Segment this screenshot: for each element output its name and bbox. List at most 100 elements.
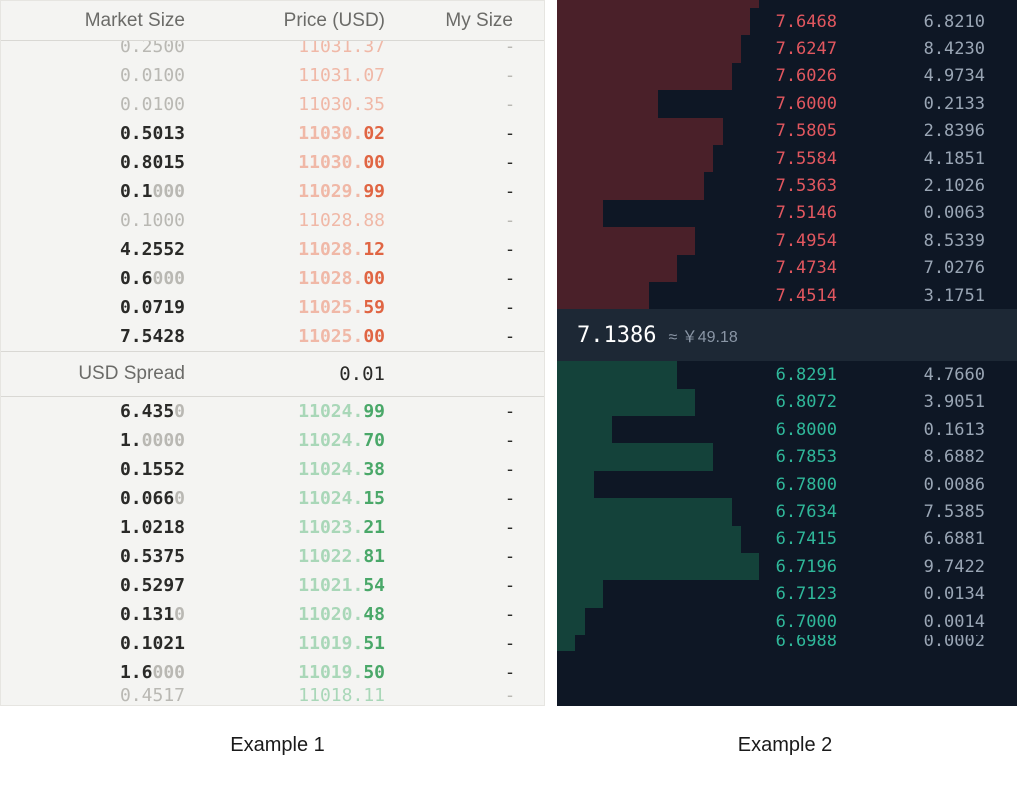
bid-row[interactable]: 1.600011019.50- — [1, 658, 544, 687]
price-cell: 6.8000 — [557, 420, 847, 440]
price-cell: 11030.35 — [201, 94, 401, 115]
ask-row[interactable]: 0.071911025.59- — [1, 293, 544, 322]
price-cell: 11024.15 — [201, 488, 401, 509]
ask-row[interactable]: 0.010011031.07- — [1, 61, 544, 90]
my-size-cell: - — [401, 94, 541, 115]
price-cell: 7.4734 — [557, 258, 847, 278]
ask-row[interactable]: 0.501311030.02- — [1, 119, 544, 148]
bid-row[interactable]: 6.78538.6882 — [557, 443, 1017, 470]
ask-row[interactable]: 4.255211028.12- — [1, 235, 544, 264]
bids-section-dark: 6.82914.76606.80723.90516.80000.16136.78… — [557, 361, 1017, 651]
bid-row[interactable]: 1.021811023.21- — [1, 513, 544, 542]
ask-row[interactable]: 7.66897.8240 — [557, 0, 1017, 8]
bid-row[interactable]: 0.102111019.51- — [1, 629, 544, 658]
my-size-cell: - — [401, 575, 541, 596]
bid-row[interactable]: 6.71230.0134 — [557, 580, 1017, 607]
bid-row[interactable]: 1.000011024.70- — [1, 426, 544, 455]
price-cell: 7.5363 — [557, 176, 847, 196]
ask-row[interactable]: 0.250011031.37- — [1, 41, 541, 61]
bid-row[interactable]: 6.70000.0014 — [557, 608, 1017, 635]
market-size-cell: 1.0218 — [1, 517, 201, 538]
market-size-cell: 0.0100 — [1, 94, 201, 115]
bid-row[interactable]: 0.451711018.11- — [1, 687, 541, 705]
bid-row[interactable]: 6.80000.1613 — [557, 416, 1017, 443]
my-size-cell: - — [401, 633, 541, 654]
my-size-cell: - — [401, 326, 541, 347]
ask-row[interactable]: 7.60000.2133 — [557, 90, 1017, 117]
header-my-size: My Size — [401, 10, 541, 32]
asks-section: 0.250011031.37-0.010011031.07-0.01001103… — [1, 41, 544, 351]
my-size-cell: - — [401, 152, 541, 173]
ask-row[interactable]: 0.100011028.88- — [1, 206, 544, 235]
ask-row[interactable]: 7.49548.5339 — [557, 227, 1017, 254]
price-cell: 11021.54 — [201, 575, 401, 596]
market-size-cell: 1.0000 — [1, 430, 201, 451]
ask-row[interactable]: 7.58052.8396 — [557, 118, 1017, 145]
bid-row[interactable]: 6.74156.6881 — [557, 526, 1017, 553]
my-size-cell: - — [401, 546, 541, 567]
ask-row[interactable]: 0.600011028.00- — [1, 264, 544, 293]
ask-row[interactable]: 7.64686.8210 — [557, 8, 1017, 35]
ask-row[interactable]: 7.55844.1851 — [557, 145, 1017, 172]
price-cell: 11028.00 — [201, 268, 401, 289]
bid-row[interactable]: 6.69880.0002 — [557, 635, 1017, 651]
bid-row[interactable]: 6.82914.7660 — [557, 361, 1017, 388]
amount-cell: 8.4230 — [847, 39, 1007, 59]
market-size-cell: 0.1552 — [1, 459, 201, 480]
ask-row[interactable]: 0.100011029.99- — [1, 177, 544, 206]
amount-cell: 0.1613 — [847, 420, 1007, 440]
my-size-cell: - — [401, 488, 541, 509]
market-size-cell: 0.5297 — [1, 575, 201, 596]
bid-row[interactable]: 0.066011024.15- — [1, 484, 544, 513]
price-cell: 6.7000 — [557, 612, 847, 632]
ask-row[interactable]: 7.62478.4230 — [557, 35, 1017, 62]
bid-row[interactable]: 6.71969.7422 — [557, 553, 1017, 580]
my-size-cell: - — [401, 123, 541, 144]
ask-row[interactable]: 0.801511030.00- — [1, 148, 544, 177]
price-cell: 6.7853 — [557, 447, 847, 467]
bid-row[interactable]: 0.529711021.54- — [1, 571, 544, 600]
price-cell: 11028.88 — [201, 210, 401, 231]
market-size-cell: 0.4517 — [1, 687, 201, 705]
amount-cell: 6.6881 — [847, 529, 1007, 549]
bid-row[interactable]: 0.155211024.38- — [1, 455, 544, 484]
captions: Example 1 Example 2 — [0, 734, 1024, 757]
market-size-cell: 7.5428 — [1, 326, 201, 347]
bid-row[interactable]: 0.131011020.48- — [1, 600, 544, 629]
amount-cell: 3.1751 — [847, 286, 1007, 306]
my-size-cell: - — [401, 604, 541, 625]
market-size-cell: 0.1021 — [1, 633, 201, 654]
spread-value: 0.01 — [201, 363, 401, 385]
amount-cell: 8.6882 — [847, 447, 1007, 467]
price-cell: 7.6689 — [557, 0, 847, 4]
ask-row[interactable]: 0.010011030.35- — [1, 90, 544, 119]
price-cell: 11019.50 — [201, 662, 401, 683]
bids-section: 6.435011024.99-1.000011024.70-0.15521102… — [1, 397, 544, 705]
bid-row[interactable]: 6.435011024.99- — [1, 397, 544, 426]
price-cell: 6.7800 — [557, 475, 847, 495]
price-cell: 11024.70 — [201, 430, 401, 451]
ask-row[interactable]: 7.60264.9734 — [557, 63, 1017, 90]
ask-row[interactable]: 7.53632.1026 — [557, 172, 1017, 199]
price-cell: 11031.07 — [201, 65, 401, 86]
my-size-cell: - — [401, 401, 541, 422]
price-cell: 6.8072 — [557, 392, 847, 412]
spread-row: USD Spread 0.01 — [1, 351, 544, 397]
amount-cell: 2.1026 — [847, 176, 1007, 196]
ask-row[interactable]: 7.45143.1751 — [557, 282, 1017, 309]
market-size-cell: 6.4350 — [1, 401, 201, 422]
price-cell: 11024.99 — [201, 401, 401, 422]
bid-row[interactable]: 6.78000.0086 — [557, 471, 1017, 498]
amount-cell: 0.0063 — [847, 203, 1007, 223]
price-cell: 7.5805 — [557, 121, 847, 141]
ask-row[interactable]: 7.47347.0276 — [557, 255, 1017, 282]
bid-row[interactable]: 0.537511022.81- — [1, 542, 544, 571]
ask-row[interactable]: 7.542811025.00- — [1, 322, 544, 351]
last-price: 7.1386 — [577, 323, 656, 348]
market-size-cell: 0.1310 — [1, 604, 201, 625]
price-cell: 11031.37 — [201, 41, 401, 57]
price-cell: 11028.12 — [201, 239, 401, 260]
bid-row[interactable]: 6.76347.5385 — [557, 498, 1017, 525]
ask-row[interactable]: 7.51460.0063 — [557, 200, 1017, 227]
bid-row[interactable]: 6.80723.9051 — [557, 389, 1017, 416]
